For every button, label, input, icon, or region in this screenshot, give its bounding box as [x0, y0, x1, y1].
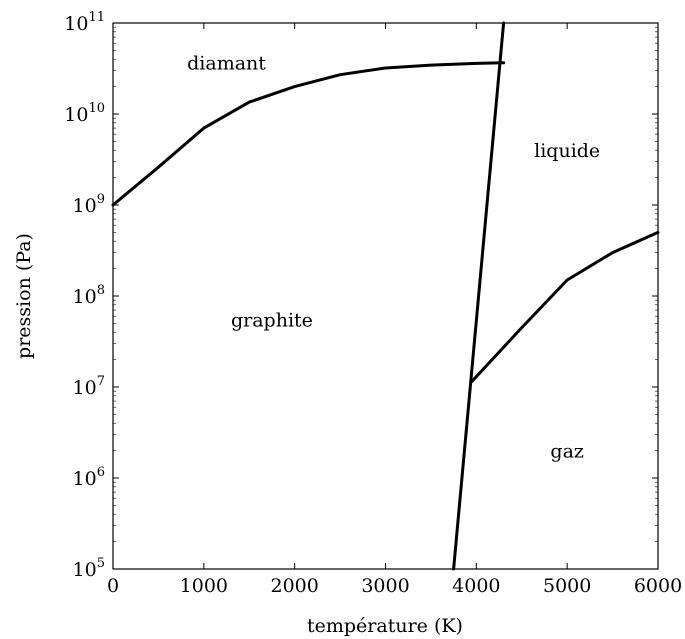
x-tick-label: 5000: [543, 575, 591, 597]
y-tick-exponent: 8: [97, 283, 105, 298]
x-tick-label: 1000: [180, 575, 228, 597]
x-axis-label: température (K): [307, 615, 463, 637]
x-tick-label: 3000: [361, 575, 409, 597]
phase-boundary-line-1: [111, 61, 506, 207]
y-tick-label: 1010: [64, 101, 105, 126]
y-tick-label: 106: [73, 465, 105, 490]
y-tick-base: 10: [73, 468, 97, 490]
region-labels: diamant liquide graphite gaz: [187, 52, 600, 462]
phase-boundary-line-2: [452, 21, 506, 571]
y-tick-label: 109: [73, 192, 105, 217]
y-axis-label: pression (Pa): [13, 233, 35, 359]
x-tick-labels: 0 1000 2000 3000 4000 5000 6000: [107, 575, 682, 597]
y-tick-base: 10: [73, 195, 97, 217]
y-tick-base: 10: [73, 377, 97, 399]
x-tick-label: 4000: [452, 575, 500, 597]
major-ticks: [112, 22, 659, 570]
plot-frame: [112, 22, 659, 570]
y-tick-label: 1011: [64, 10, 105, 35]
y-tick-exponent: 5: [97, 556, 105, 571]
y-tick-base: 10: [64, 13, 88, 35]
phase-boundary-line-3: [470, 230, 660, 383]
minor-ticks: [113, 26, 658, 542]
x-tick-label: 6000: [634, 575, 682, 597]
y-tick-exponent: 10: [88, 101, 105, 116]
y-tick-exponent: 9: [97, 192, 105, 207]
y-tick-exponent: 11: [88, 10, 105, 25]
x-tick-label: 0: [107, 575, 119, 597]
region-label: graphite: [231, 310, 313, 332]
region-label: liquide: [534, 140, 600, 162]
region-label: gaz: [550, 441, 584, 463]
x-tick-label: 2000: [270, 575, 318, 597]
y-tick-base: 10: [73, 286, 97, 308]
phase-boundary-curves: [111, 21, 660, 571]
y-tick-exponent: 6: [97, 465, 105, 480]
y-tick-label: 105: [73, 556, 105, 581]
y-tick-base: 10: [64, 104, 88, 126]
y-tick-label: 108: [73, 283, 105, 308]
y-tick-base: 10: [73, 559, 97, 581]
y-tick-label: 107: [73, 374, 105, 399]
region-label: diamant: [187, 52, 266, 74]
y-tick-exponent: 7: [97, 374, 105, 389]
